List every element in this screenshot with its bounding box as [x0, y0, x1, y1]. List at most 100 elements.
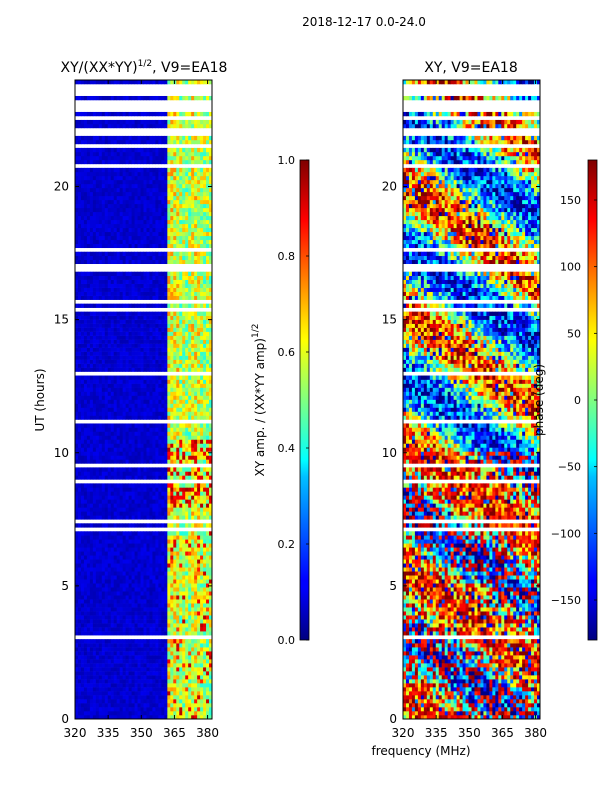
heatmap-cell [209, 563, 212, 568]
heatmap-cell [203, 523, 207, 528]
heatmap-cell [197, 671, 201, 676]
heatmap-cell [146, 275, 150, 280]
heatmap-cell [131, 287, 135, 292]
heatmap-cell [113, 459, 118, 464]
heatmap-cell [206, 579, 210, 584]
heatmap-cell [80, 679, 85, 684]
heatmap-cell [197, 283, 201, 288]
heatmap-cell [206, 471, 210, 476]
heatmap-cell [119, 663, 124, 668]
heatmap-cell [176, 403, 180, 408]
heatmap-cell [113, 407, 118, 412]
heatmap-cell [182, 655, 186, 660]
heatmap-cell [197, 507, 201, 512]
heatmap-cell [191, 655, 195, 660]
heatmap-cell [86, 563, 91, 568]
heatmap-cell [92, 363, 97, 368]
heatmap-cell [149, 255, 153, 261]
heatmap-cell [134, 623, 138, 628]
heatmap-cell [137, 251, 141, 257]
heatmap-cell [158, 643, 162, 648]
heatmap-cell [167, 655, 171, 660]
heatmap-cell [125, 707, 130, 712]
heatmap-cell [92, 431, 97, 436]
heatmap-cell [167, 667, 171, 672]
heatmap-cell [179, 415, 183, 420]
heatmap-cell [131, 467, 135, 472]
heatmap-cell [152, 327, 156, 332]
heatmap-cell [167, 659, 171, 664]
heatmap-cell [209, 511, 212, 516]
heatmap-cell [75, 547, 79, 552]
heatmap-cell [179, 687, 183, 692]
heatmap-cell [209, 691, 212, 696]
heatmap-cell [200, 503, 204, 508]
heatmap-cell [182, 511, 186, 516]
heatmap-cell [86, 507, 91, 512]
heatmap-cell [185, 311, 189, 316]
heatmap-cell [158, 383, 162, 388]
heatmap-cell [128, 291, 132, 296]
heatmap-cell [77, 627, 82, 632]
heatmap-cell [188, 683, 192, 688]
heatmap-cell [209, 387, 212, 392]
heatmap-cell [77, 251, 82, 257]
heatmap-cell [146, 255, 150, 261]
heatmap-cell [146, 675, 150, 680]
heatmap-cell [92, 559, 97, 564]
heatmap-cell [143, 363, 147, 368]
heatmap-cell [119, 423, 124, 428]
heatmap-cell [140, 239, 144, 245]
heatmap-cell [176, 539, 180, 544]
heatmap-cell [146, 327, 150, 332]
heatmap-cell [116, 535, 121, 540]
heatmap-cell [188, 619, 192, 624]
heatmap-cell [128, 399, 132, 404]
heatmap-cell [137, 639, 141, 644]
heatmap-cell [152, 387, 156, 392]
heatmap-cell [209, 647, 212, 652]
heatmap-cell [80, 691, 85, 696]
heatmap-cell [194, 583, 198, 588]
heatmap-cell [209, 679, 212, 684]
heatmap-cell [75, 647, 79, 652]
heatmap-cell [155, 643, 159, 648]
heatmap-cell [75, 311, 79, 316]
heatmap-cell [134, 555, 138, 560]
heatmap-cell [75, 631, 79, 636]
heatmap-cell [95, 323, 100, 328]
heatmap-cell [75, 235, 79, 241]
heatmap-cell [77, 427, 82, 432]
heatmap-cell [95, 455, 100, 460]
heatmap-cell [140, 415, 144, 420]
heatmap-cell [128, 471, 132, 476]
heatmap-cell [75, 243, 79, 249]
heatmap-cell [164, 651, 168, 656]
heatmap-cell [77, 511, 82, 516]
heatmap-cell [86, 715, 91, 719]
heatmap-cell [161, 651, 165, 656]
heatmap-cell [98, 583, 103, 588]
heatmap-cell [173, 679, 177, 684]
heatmap-cell [185, 375, 189, 380]
heatmap-cell [128, 243, 132, 249]
heatmap-cell [191, 679, 195, 684]
heatmap-cell [98, 415, 103, 420]
heatmap-cell [89, 595, 94, 600]
heatmap-cell [128, 279, 132, 284]
heatmap-cell [116, 547, 121, 552]
heatmap-cell [161, 239, 165, 245]
heatmap-cell [116, 251, 121, 257]
heatmap-cell [161, 663, 165, 668]
heatmap-cell [185, 699, 189, 704]
heatmap-cell [173, 631, 177, 636]
heatmap-cell [185, 431, 189, 436]
heatmap-cell [75, 347, 79, 352]
heatmap-cell [152, 563, 156, 568]
heatmap-cell [95, 535, 100, 540]
heatmap-cell [161, 363, 165, 368]
heatmap-cell [80, 423, 85, 428]
heatmap-cell [86, 423, 91, 428]
heatmap-cell [86, 663, 91, 668]
heatmap-cell [167, 383, 171, 388]
